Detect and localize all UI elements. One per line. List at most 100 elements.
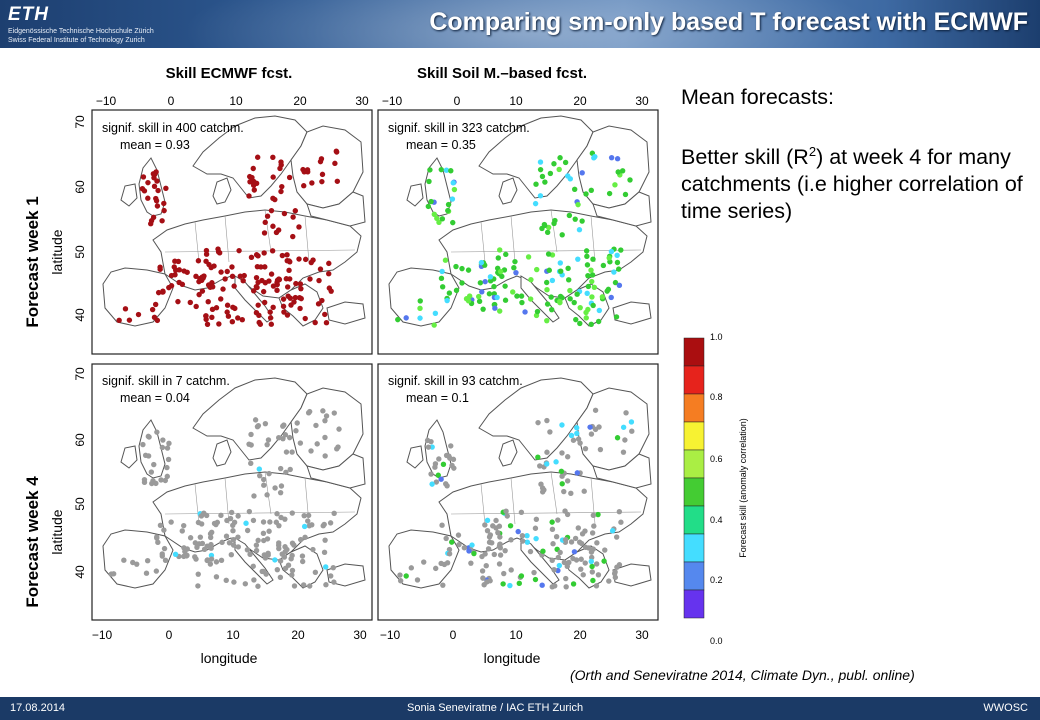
catchment-dot bbox=[218, 269, 224, 275]
catchment-dot bbox=[166, 440, 172, 447]
catchment-dot bbox=[566, 212, 573, 219]
catchment-dot bbox=[141, 479, 148, 485]
catchment-dot bbox=[208, 556, 215, 562]
lon-ticks-bottom: −10 0 10 20 30 −10 0 10 20 30 bbox=[92, 628, 649, 642]
catchment-dot bbox=[148, 221, 154, 227]
catchment-dot bbox=[151, 461, 157, 468]
catchment-dot bbox=[284, 252, 290, 258]
catchment-dot bbox=[620, 424, 627, 430]
catchment-dot bbox=[595, 511, 601, 518]
catchment-dot bbox=[590, 256, 596, 262]
catchment-dot bbox=[444, 560, 451, 566]
catchment-dot bbox=[493, 517, 499, 524]
catchment-dot bbox=[417, 305, 423, 312]
catchment-dot bbox=[537, 159, 544, 165]
catchment-dot bbox=[616, 508, 623, 515]
catchment-dot bbox=[537, 166, 544, 173]
catchment-dot bbox=[556, 562, 563, 569]
catchment-dot bbox=[531, 569, 537, 576]
catchment-dot bbox=[305, 512, 312, 519]
catchment-dot bbox=[253, 542, 260, 548]
catchment-dot bbox=[312, 319, 318, 326]
catchment-dot bbox=[501, 570, 507, 577]
lon-tick: −10 bbox=[380, 628, 401, 642]
catchment-dot bbox=[213, 574, 220, 580]
catchment-dot bbox=[333, 149, 340, 155]
catchment-dot bbox=[297, 536, 304, 543]
lon-tick: 20 bbox=[291, 628, 305, 642]
catchment-dot bbox=[504, 513, 510, 519]
catchment-dot bbox=[424, 437, 431, 444]
catchment-dot bbox=[611, 570, 618, 577]
catchment-dot bbox=[247, 179, 253, 185]
col-title-ecmwf: Skill ECMWF fcst. bbox=[166, 65, 293, 82]
catchment-dot bbox=[255, 302, 261, 308]
catchment-dot bbox=[320, 408, 326, 414]
catchment-dot bbox=[476, 298, 483, 305]
catchment-dot bbox=[254, 154, 261, 160]
catchment-dot bbox=[503, 251, 509, 258]
catchment-dot bbox=[482, 522, 488, 528]
catchment-dot bbox=[230, 527, 236, 534]
catchment-dot bbox=[397, 572, 403, 578]
catchment-dot bbox=[199, 540, 206, 547]
catchment-dot bbox=[589, 272, 596, 278]
catchment-dot bbox=[533, 181, 539, 187]
catchment-dot bbox=[496, 543, 503, 550]
catchment-dot bbox=[273, 229, 280, 236]
catchment-dot bbox=[207, 534, 214, 541]
catchment-dot bbox=[230, 304, 236, 310]
catchment-dot bbox=[255, 422, 262, 429]
catchment-dot bbox=[229, 273, 236, 280]
catchment-dot bbox=[242, 581, 249, 587]
catchment-dot bbox=[282, 544, 288, 550]
catchment-dot bbox=[331, 410, 337, 416]
catchment-dot bbox=[312, 569, 319, 576]
catchment-dot bbox=[575, 256, 581, 262]
lon-tick: 30 bbox=[355, 94, 369, 108]
catchment-dot bbox=[165, 456, 172, 463]
catchment-dot bbox=[220, 286, 226, 292]
catchment-dot bbox=[203, 313, 209, 319]
catchment-dot bbox=[228, 509, 235, 516]
catchment-dot bbox=[208, 529, 215, 535]
catchment-dot bbox=[122, 306, 129, 312]
xlabel-ecmwf: longitude bbox=[201, 650, 258, 666]
catchment-dot bbox=[326, 270, 332, 277]
catchment-dot bbox=[298, 285, 304, 292]
catchment-dot bbox=[495, 529, 501, 536]
catchment-dot bbox=[292, 208, 299, 214]
catchment-dot bbox=[257, 321, 264, 327]
catchment-dot bbox=[249, 174, 255, 181]
catchment-dot bbox=[229, 264, 235, 270]
catchment-dot bbox=[274, 566, 281, 573]
catchment-dot bbox=[201, 546, 208, 552]
colorbar-swatch bbox=[683, 337, 705, 367]
catchment-dot bbox=[285, 293, 291, 299]
catchment-dot bbox=[459, 280, 465, 286]
catchment-dot bbox=[425, 444, 432, 450]
catchment-dot bbox=[502, 547, 508, 554]
colorbar-tick: 0.6 bbox=[710, 454, 723, 464]
catchment-dot bbox=[555, 554, 562, 561]
catchment-dot bbox=[278, 483, 285, 489]
catchment-dot bbox=[213, 559, 220, 565]
catchment-dot bbox=[600, 262, 607, 269]
catchment-dot bbox=[544, 449, 550, 455]
catchment-dot bbox=[507, 582, 513, 589]
lon-tick: 10 bbox=[226, 628, 240, 642]
catchment-dot bbox=[594, 540, 600, 546]
lon-tick: 0 bbox=[166, 628, 173, 642]
catchment-dot bbox=[540, 548, 546, 554]
catchment-dot bbox=[319, 297, 325, 304]
catchment-dot bbox=[248, 442, 254, 448]
catchment-dot bbox=[574, 425, 580, 431]
catchment-dot bbox=[482, 278, 488, 285]
catchment-dot bbox=[588, 321, 594, 328]
catchment-dot bbox=[172, 551, 179, 558]
catchment-dot bbox=[589, 530, 596, 536]
catchment-dot bbox=[448, 443, 454, 449]
footer-bar: 17.08.2014 Sonia Seneviratne / IAC ETH Z… bbox=[0, 697, 1040, 720]
catchment-dot bbox=[466, 548, 472, 554]
catchment-dot bbox=[533, 516, 540, 523]
